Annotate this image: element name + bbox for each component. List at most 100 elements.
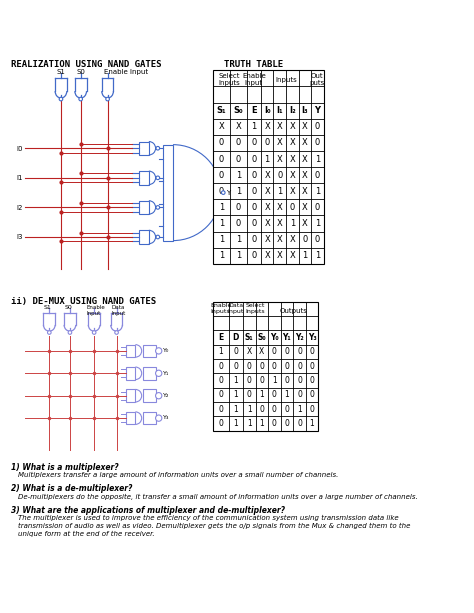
Text: 0: 0: [219, 170, 224, 180]
Text: 1: 1: [219, 219, 224, 228]
Text: 0: 0: [297, 419, 302, 428]
Text: I3: I3: [16, 234, 23, 240]
Text: S₁: S₁: [217, 106, 226, 115]
Circle shape: [59, 97, 63, 101]
Text: Enable
Input: Enable Input: [242, 73, 265, 86]
Text: Y₁: Y₁: [163, 371, 169, 376]
Text: 1: 1: [302, 251, 308, 261]
Bar: [144, 389, 156, 402]
Text: X: X: [264, 251, 270, 261]
Text: 0: 0: [219, 154, 224, 164]
Circle shape: [68, 330, 72, 334]
Text: 1: 1: [310, 419, 314, 428]
Text: 0: 0: [236, 203, 241, 212]
Circle shape: [156, 235, 160, 239]
Text: 0: 0: [297, 376, 302, 385]
Text: X: X: [302, 219, 308, 228]
Text: X: X: [290, 154, 295, 164]
Text: 0: 0: [310, 390, 314, 399]
Text: X: X: [219, 122, 224, 131]
Text: X: X: [302, 122, 308, 131]
Bar: [126, 345, 136, 357]
Text: X: X: [302, 203, 308, 212]
Text: S1: S1: [56, 69, 65, 75]
Text: Y: Y: [227, 190, 231, 196]
Text: I0: I0: [16, 145, 23, 151]
Text: 0: 0: [236, 219, 241, 228]
Circle shape: [106, 97, 109, 101]
Text: E: E: [218, 333, 223, 342]
Text: 0: 0: [310, 405, 314, 414]
Text: ii) DE-MUX USING NAND GATES: ii) DE-MUX USING NAND GATES: [11, 297, 156, 306]
Text: Y₁: Y₁: [283, 333, 292, 342]
Text: 0: 0: [272, 348, 277, 356]
Text: Y₃: Y₃: [308, 333, 317, 342]
Text: 0: 0: [310, 376, 314, 385]
Circle shape: [156, 147, 160, 150]
Text: Out
puts: Out puts: [310, 73, 325, 86]
Text: X: X: [290, 251, 295, 261]
Circle shape: [221, 191, 225, 194]
Text: 1: 1: [236, 187, 241, 196]
Text: 1: 1: [272, 376, 277, 385]
Text: The multiplexer is used to improve the efficiency of the communication system us: The multiplexer is used to improve the e…: [18, 515, 399, 521]
Text: 3) What are the applications of multiplexer and de-multiplexer?: 3) What are the applications of multiple…: [11, 506, 285, 515]
Bar: [212, 70, 324, 264]
Bar: [139, 142, 149, 155]
Bar: [144, 367, 156, 379]
Text: S₀: S₀: [234, 106, 243, 115]
Text: 1: 1: [219, 251, 224, 261]
Text: I2: I2: [16, 205, 22, 211]
Text: 1: 1: [290, 219, 295, 228]
Bar: [139, 171, 149, 185]
Text: 0: 0: [236, 139, 241, 147]
Text: 0: 0: [251, 203, 256, 212]
Text: E: E: [251, 106, 256, 115]
Text: Data
Input: Data Input: [111, 305, 126, 316]
Text: Y: Y: [314, 106, 320, 115]
Bar: [144, 345, 156, 357]
Text: 1: 1: [219, 203, 224, 212]
Circle shape: [155, 370, 162, 376]
Text: 0: 0: [272, 405, 277, 414]
Text: 1) What is a multiplexer?: 1) What is a multiplexer?: [11, 463, 118, 472]
Text: Y₀: Y₀: [163, 348, 169, 353]
Text: X: X: [277, 139, 283, 147]
Text: 1: 1: [234, 405, 238, 414]
Circle shape: [155, 348, 162, 354]
Circle shape: [155, 392, 162, 399]
Circle shape: [92, 330, 96, 334]
Text: S1: S1: [44, 305, 52, 310]
Text: S₁: S₁: [245, 333, 254, 342]
Text: 2) What is a de-multiplexer?: 2) What is a de-multiplexer?: [11, 484, 132, 493]
Text: 1: 1: [218, 348, 223, 356]
Text: X: X: [246, 348, 252, 356]
Text: 1: 1: [315, 251, 320, 261]
Bar: [126, 367, 136, 379]
Text: S₀: S₀: [257, 333, 266, 342]
Text: 0: 0: [284, 376, 289, 385]
Text: X: X: [264, 187, 270, 196]
Text: 0: 0: [259, 362, 264, 371]
Text: 0: 0: [251, 154, 256, 164]
Text: 0: 0: [233, 348, 238, 356]
Text: 0: 0: [315, 203, 320, 212]
Text: X: X: [290, 187, 295, 196]
Text: 1: 1: [277, 187, 283, 196]
Text: transmission of audio as well as video. Demultiplexer gets the o/p signals from : transmission of audio as well as video. …: [18, 523, 410, 529]
Text: Select
Inputs: Select Inputs: [246, 303, 265, 314]
Text: 0: 0: [264, 139, 270, 147]
Text: REALIZATION USING NAND GATES: REALIZATION USING NAND GATES: [11, 60, 161, 69]
Text: 0: 0: [251, 170, 256, 180]
Text: 1: 1: [234, 419, 238, 428]
Text: Multiplexers transfer a large amount of information units over a small number of: Multiplexers transfer a large amount of …: [18, 472, 338, 478]
Text: I₀: I₀: [264, 106, 271, 115]
Text: 0: 0: [233, 362, 238, 371]
Text: 0: 0: [219, 187, 224, 196]
Text: 1: 1: [259, 419, 264, 428]
Text: 1: 1: [251, 122, 256, 131]
Text: 0: 0: [284, 405, 289, 414]
Text: I1: I1: [16, 175, 23, 181]
Text: Enable
Input: Enable Input: [87, 305, 106, 316]
Text: X: X: [277, 203, 283, 212]
